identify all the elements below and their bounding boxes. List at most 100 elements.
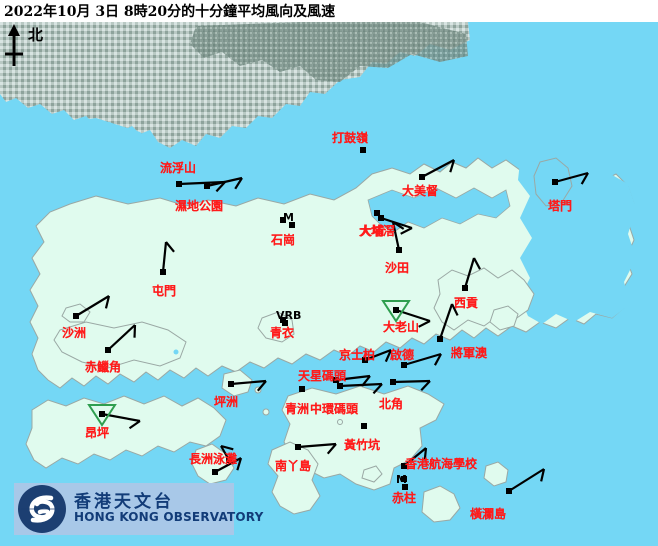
station-dot-north-point [390, 379, 396, 385]
barb-shaft-tap-mun [554, 171, 589, 184]
po-toi-islands [421, 485, 461, 523]
station-dot-tseung-kwan-o [437, 336, 443, 342]
islet-dot-d [337, 419, 343, 425]
deep-bay-water [40, 118, 168, 198]
barb-shaft-peng-chau [230, 379, 267, 386]
barb-feather-kai-tak [433, 353, 442, 366]
station-label-central-pier: 中環碼頭 [310, 402, 359, 416]
barb-feather-waglan-island [540, 468, 546, 482]
wind-barb-tseung-kwan-o [438, 303, 459, 340]
page-title: 2022年10月 3日 8時20分的十分鐘平均風向及風速 [4, 4, 336, 20]
marker-stanley-label: M [396, 473, 407, 486]
barb-feather-peng-chau [256, 380, 267, 392]
station-dot-sea-school [401, 463, 407, 469]
station-label-kings-park: 京士柏 [339, 348, 376, 362]
station-dot-sha-tin [396, 247, 402, 253]
barb-feather-north-point [420, 380, 431, 391]
barb-shaft-sai-kung [463, 257, 476, 289]
wind-barb-layer [73, 147, 589, 494]
cheung-chau-island [191, 443, 235, 485]
station-dot-kings-park [362, 357, 368, 363]
station-label-ngong-ping: 昂坪 [85, 426, 110, 440]
barb-shaft-wetland-park [206, 176, 243, 188]
barb-shaft-sea-school [403, 447, 427, 467]
sharp-island-group [489, 305, 519, 331]
wind-barb-sea-school [403, 447, 428, 467]
station-dot-chek-lap-kok [105, 347, 111, 353]
barb-shaft-waglan-island [508, 468, 545, 492]
barb-shaft-cheung-chau [214, 457, 242, 473]
station-label-sea-school: 香港航海學校 [405, 457, 478, 471]
barb-shaft-sha-chau [75, 295, 110, 317]
barb-feather-kings-park [384, 349, 393, 363]
hko-logo-chinese: 香港天文台 [74, 492, 174, 512]
station-label-chek-lap-kok: 赤鱲角 [85, 360, 122, 374]
station-label-tai-po-kau: 大埔滘 [359, 224, 396, 238]
station-dot-sai-kung [462, 285, 468, 291]
station-label-stanley: 赤柱 [392, 491, 417, 505]
station-dot-cheung-chau [212, 469, 218, 475]
station-dot-green-island [299, 386, 305, 392]
station-label-tai-mei-tuk: 大美督 [402, 184, 439, 198]
barb-feather-tuen-mun [165, 241, 175, 253]
station-label-ta-kwu-ling: 打鼓嶺 [332, 131, 369, 145]
station-label-sha-tin: 沙田 [385, 261, 410, 275]
barb-feather-lamma-island [326, 443, 337, 455]
station-label-tap-mun: 塔門 [548, 199, 573, 213]
station-label-tai-po: 大埔 [360, 224, 385, 238]
station-dot-lau-fau-shan [176, 181, 182, 187]
barb-shaft-central-pier [339, 382, 383, 388]
map-canvas[interactable]: 北 打鼓嶺 流浮山 濕地公園 石崗 大美督 塔門 大埔 大埔滘 沙田 屯門 沙洲 赤鱲角 西貢 大老山 將軍… [0, 22, 658, 546]
station-dot-sha-chau [73, 313, 79, 319]
barb-feather-cheung-chau [236, 457, 243, 471]
marker-stanley-dot [402, 484, 408, 490]
station-dot-ta-kwu-ling [360, 147, 366, 153]
islet-dot-a [173, 349, 179, 355]
barb-shaft-star-ferry [335, 374, 371, 382]
barb-feather-ngong-ping [128, 420, 141, 430]
barb-feather-wetland-park [234, 177, 243, 190]
station-label-sha-chau: 沙洲 [62, 326, 87, 340]
station-label-star-ferry: 天星碼頭 [298, 369, 347, 383]
station-label-kai-tak: 啟德 [390, 348, 415, 362]
triangle-marker-ngong-ping [87, 404, 117, 427]
station-dot-kai-tak [401, 362, 407, 368]
barb-feather-central-pier [372, 383, 383, 395]
station-dot-wetland-park [204, 183, 210, 189]
wind-barb-lau-fau-shan [178, 180, 226, 193]
barb-feather-tates-cairn [418, 320, 431, 328]
waglan-islet [483, 461, 509, 487]
station-dot-tates-cairn [393, 307, 399, 313]
station-label-cheung-chau-beach: 長洲泳灘 [189, 452, 238, 466]
title-bar: 2022年10月 3日 8時20分的十分鐘平均風向及風速 [0, 0, 658, 22]
station-dot-stanley [401, 476, 407, 482]
station-dot-star-ferry [333, 377, 339, 383]
wind-barb-sha-tin [391, 221, 405, 251]
lantau-island [25, 395, 227, 469]
hko-logo-mark [18, 485, 66, 533]
station-label-peng-chau: 坪洲 [214, 395, 239, 409]
station-label-wong-chuk-hang: 黃竹坑 [344, 438, 381, 452]
station-label-shek-kong: 石崗 [271, 233, 296, 247]
barb-feather-sha-chau [104, 295, 111, 309]
barb-shaft-lamma-island [297, 442, 337, 449]
barb-feather-sea-school [423, 447, 428, 461]
station-dot-central-pier [337, 383, 343, 389]
wind-barb-tap-mun [554, 171, 589, 185]
station-dot-tai-po [374, 210, 380, 216]
hko-logo: 香港天文台 HONG KONG OBSERVATORY [14, 483, 263, 535]
station-label-lau-fau-shan: 流浮山 [160, 161, 197, 175]
station-dot-wong-chuk-hang [361, 423, 367, 429]
wind-barb-tuen-mun [161, 241, 175, 273]
barb-shaft-kai-tak [403, 352, 442, 367]
station-dot-peng-chau [228, 381, 234, 387]
wind-barb-lamma-island [297, 442, 337, 455]
marker-tsing-yi-dot [282, 320, 288, 326]
marker-tsing-yi-label: VRB [276, 309, 302, 322]
wind-barb-kai-tak [403, 352, 442, 367]
station-label-tseung-kwan-o: 將軍澳 [451, 346, 488, 360]
station-dot-shek-kong [280, 217, 286, 223]
wind-barb-waglan-island [508, 468, 546, 492]
station-dot-tuen-mun [160, 269, 166, 275]
station-label-tsing-yi: 青衣 [270, 326, 295, 340]
